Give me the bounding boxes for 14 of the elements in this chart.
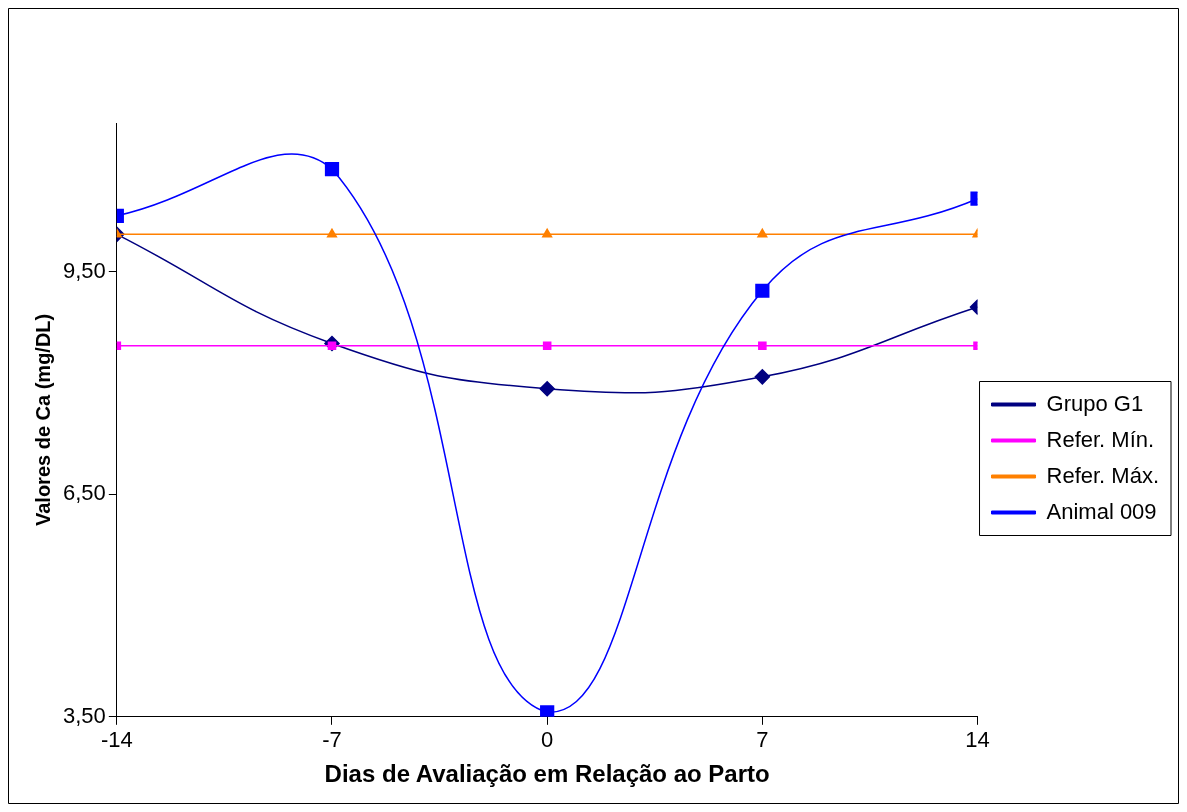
legend-label: Refer. Mín. — [1046, 426, 1155, 452]
x-tick-label: 0 — [541, 727, 554, 753]
legend-label: Grupo G1 — [1046, 390, 1144, 416]
x-tick-label: 14 — [965, 727, 990, 753]
x-tick-label: -7 — [322, 727, 342, 753]
legend-label: Animal 009 — [1046, 498, 1157, 524]
y-tick-label: 3,50 — [62, 702, 106, 728]
y-tick-label: 9,50 — [62, 257, 106, 283]
x-tick-label: 7 — [756, 727, 769, 753]
x-tick-label: -14 — [100, 727, 133, 753]
y-tick-label: 6,50 — [62, 480, 106, 506]
x-axis-title: Dias de Avaliação em Relação ao Parto — [324, 760, 770, 788]
legend-label: Refer. Máx. — [1046, 462, 1159, 488]
y-axis-title: Valores de Ca (mg/DL) — [31, 313, 54, 527]
